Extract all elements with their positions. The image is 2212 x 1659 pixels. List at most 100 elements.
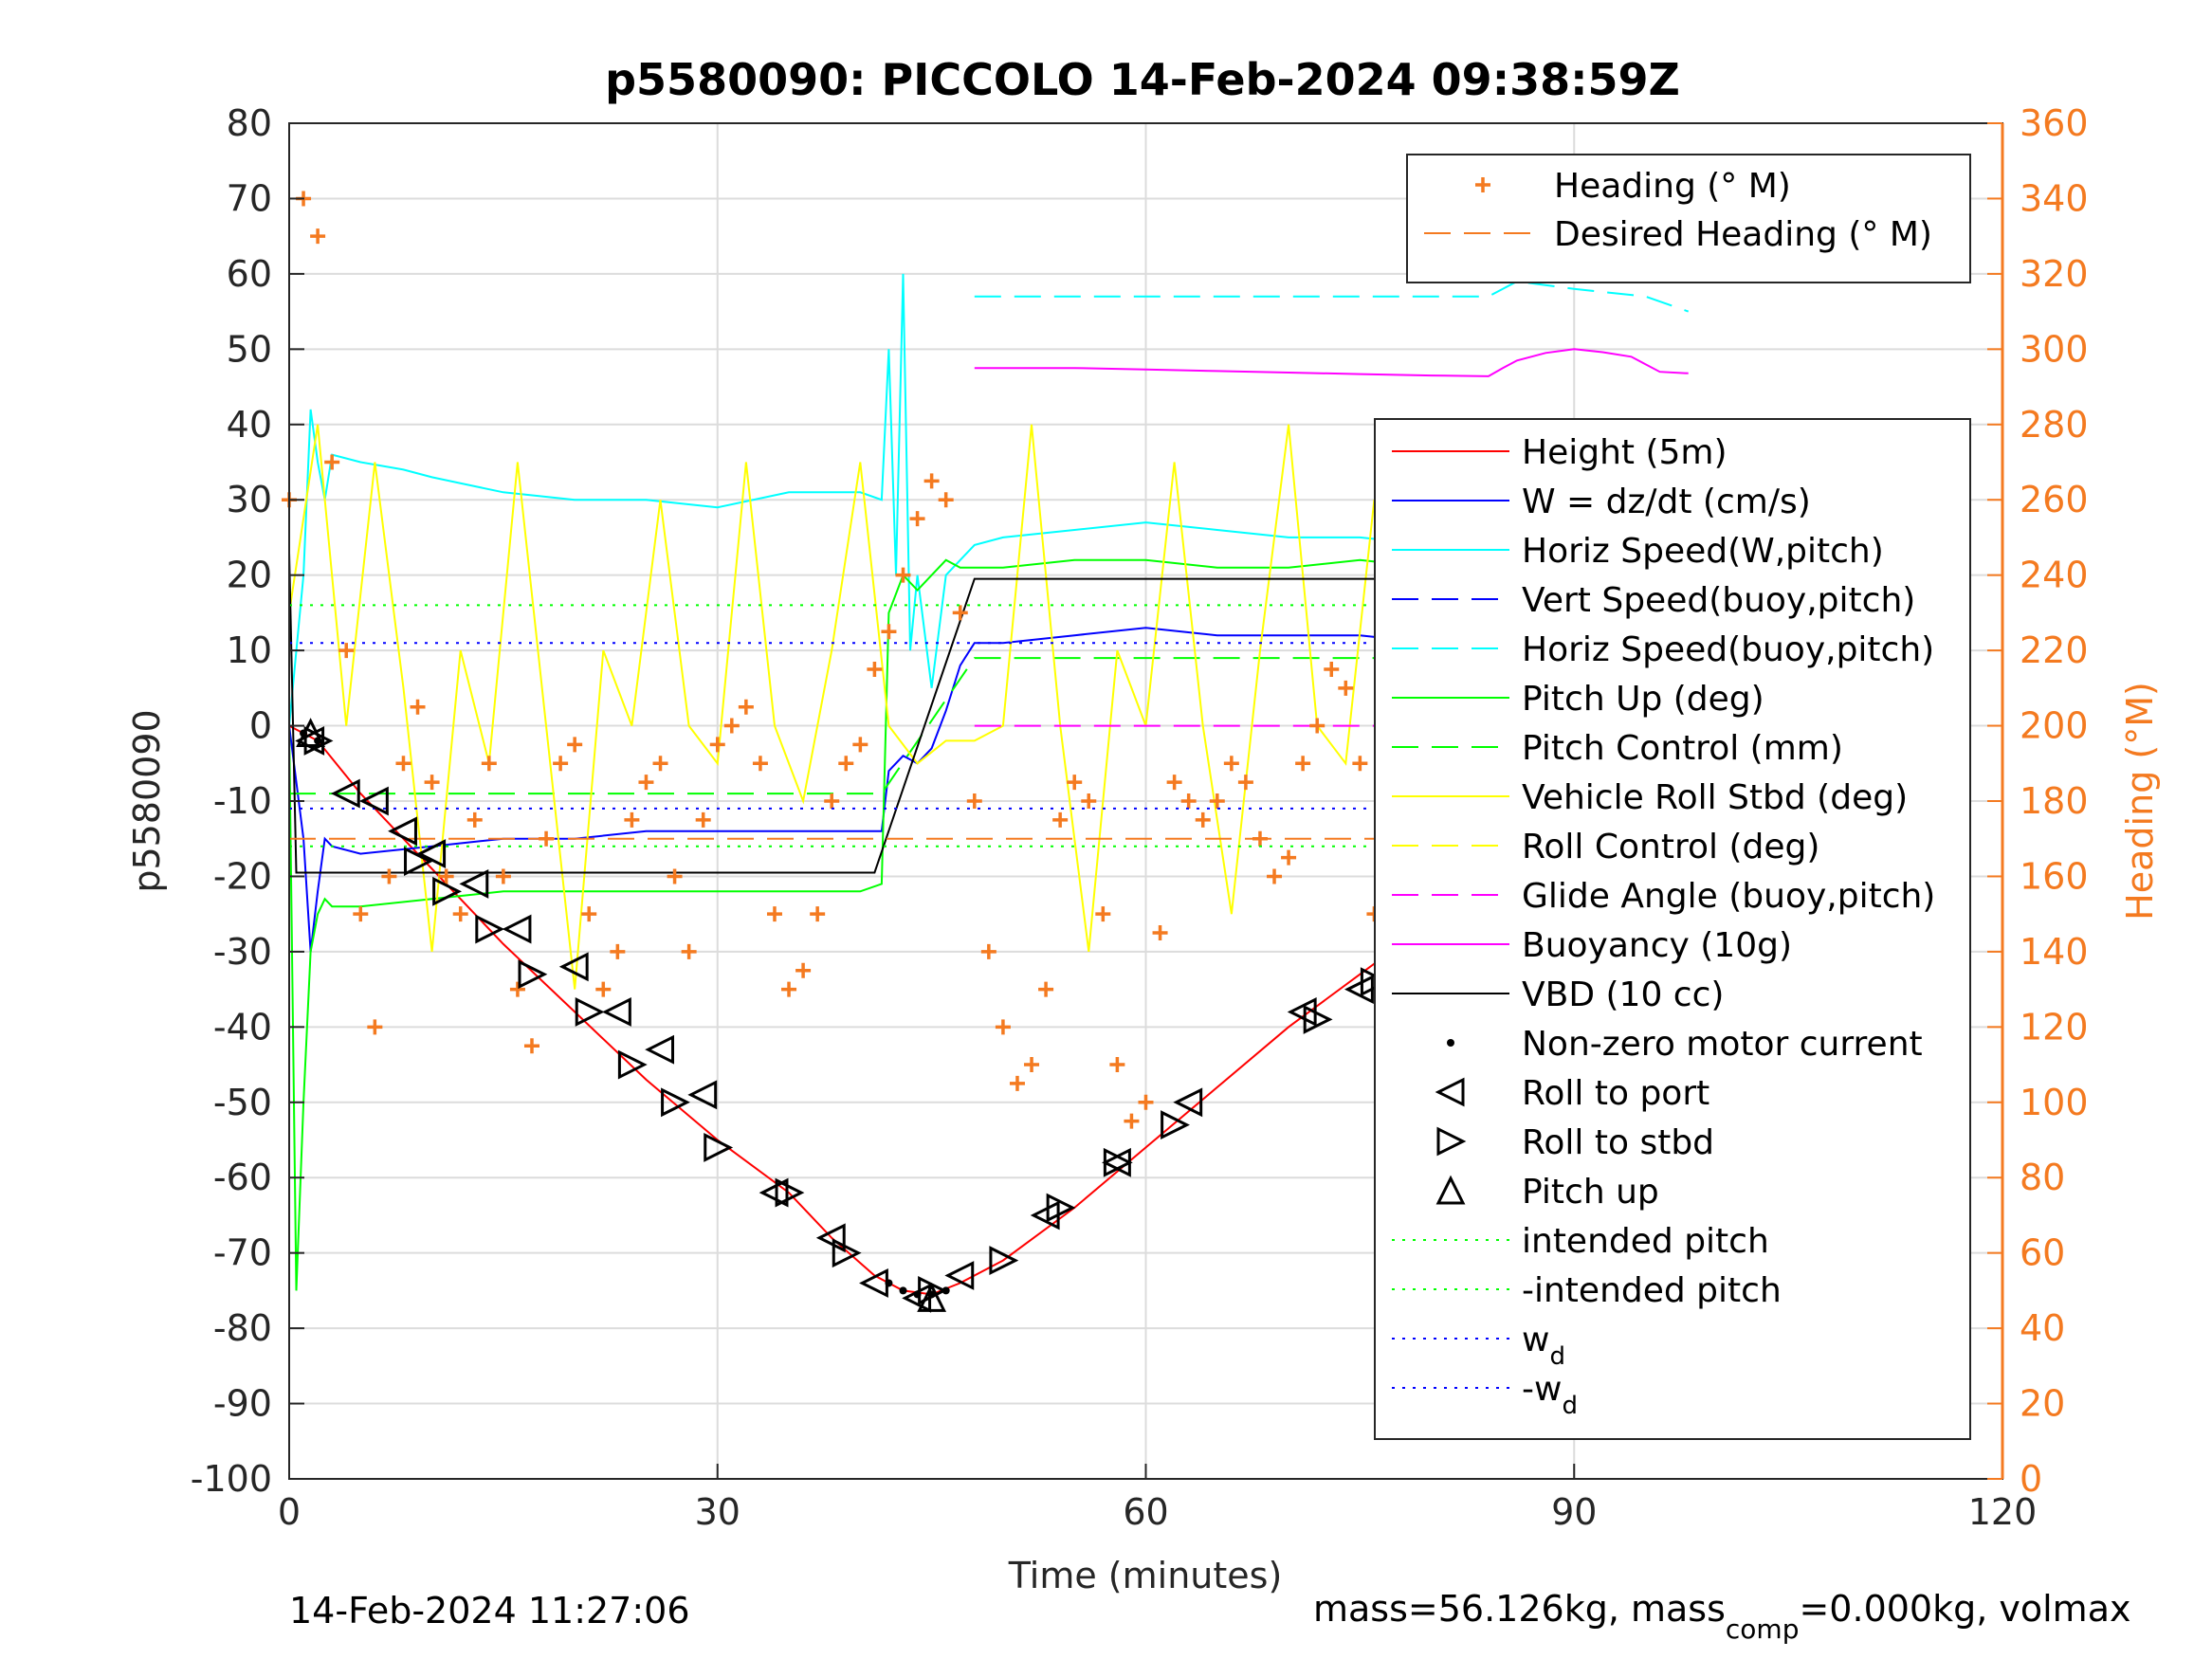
legend-label: W = dz/dt (cm/s): [1522, 483, 1811, 521]
roll-to-port-marker: [759, 1177, 789, 1208]
legend-label: Buoyancy (10g): [1522, 926, 1792, 965]
heading-point: [1352, 756, 1368, 772]
heading-point: [1109, 1057, 1125, 1073]
legend-label: intended pitch: [1522, 1222, 1769, 1261]
roll-to-stbd-marker: [518, 959, 548, 990]
heading-point: [1024, 1057, 1040, 1073]
heading-point: [795, 962, 812, 978]
y-tick-label: -70: [213, 1232, 272, 1274]
legend-label: Heading (° M): [1554, 167, 1791, 206]
y-tick-label: -90: [213, 1383, 272, 1425]
y-axis: -100-90-80-70-60-50-40-30-20-10010203040…: [191, 102, 304, 1500]
legend-entry: Pitch Up (deg): [1392, 680, 1764, 719]
heading-point: [1095, 906, 1111, 922]
y2-tick-label: 60: [2020, 1232, 2065, 1274]
y2-tick-label: 160: [2020, 855, 2089, 897]
heading-point: [509, 981, 525, 997]
heading-point: [867, 661, 883, 677]
roll-to-port-marker: [645, 1034, 675, 1065]
heading-point: [595, 981, 612, 997]
x-tick-label: 0: [278, 1491, 301, 1533]
legend-label: Height (5m): [1522, 433, 1728, 472]
motor-current-point: [885, 1279, 893, 1287]
heading-point: [410, 699, 426, 715]
heading-point: [781, 981, 797, 997]
heading-point: [652, 756, 668, 772]
heading-point: [638, 775, 654, 791]
heading-point: [1209, 793, 1225, 809]
y-tick-label: -10: [213, 780, 272, 822]
roll-to-stbd-marker: [475, 914, 505, 944]
heading-point: [1309, 718, 1325, 734]
y-tick-label: -40: [213, 1006, 272, 1048]
y2-tick-label: 240: [2020, 555, 2089, 596]
roll-to-stbd-marker: [432, 876, 462, 906]
heading-point: [1180, 793, 1197, 809]
heading-point: [966, 793, 982, 809]
heading-point: [738, 699, 754, 715]
roll-to-stbd-marker: [989, 1246, 1019, 1276]
heading-point: [1281, 849, 1297, 866]
legend-label: Horiz Speed(W,pitch): [1522, 532, 1884, 571]
legend-entry: Glide Angle (buoy,pitch): [1392, 877, 1935, 916]
y-tick-label: -80: [213, 1307, 272, 1349]
y-tick-label: -60: [213, 1157, 272, 1198]
legend-entry: Heading (° M): [1475, 167, 1791, 206]
roll-to-stbd-marker: [1046, 1193, 1076, 1223]
heading-point: [938, 492, 954, 508]
x-tick-label: 120: [1968, 1491, 2038, 1533]
legend-swatch: [1435, 1077, 1465, 1107]
legend-label: Vehicle Roll Stbd (deg): [1522, 778, 1908, 817]
roll-to-stbd-marker: [1303, 1004, 1333, 1034]
chart-title: p5580090: PICCOLO 14-Feb-2024 09:38:59Z: [605, 54, 1680, 105]
heading-point: [553, 756, 569, 772]
legend-box: [1406, 154, 1971, 283]
roll-to-port-marker: [815, 1223, 846, 1253]
heading-point: [1152, 925, 1168, 941]
y2-tick-label: 200: [2020, 705, 2089, 747]
x-tick-label: 60: [1123, 1491, 1168, 1533]
roll-to-stbd-marker: [404, 847, 433, 876]
roll-to-port-marker: [388, 816, 417, 847]
roll-to-port-marker: [358, 786, 389, 816]
heading-point: [1166, 775, 1182, 791]
heading-point: [723, 718, 740, 734]
heading-point: [581, 906, 597, 922]
roll-to-port-marker: [558, 952, 589, 982]
heading-point: [353, 906, 369, 922]
legend-main: Height (5m) W = dz/dt (cm/s) Horiz Speed(W…: [1374, 418, 1971, 1440]
y-tick-label: 30: [227, 479, 272, 520]
legend-label-sub: d: [1549, 1342, 1565, 1371]
y-tick-label: -20: [213, 855, 272, 897]
footer-timestamp: 14-Feb-2024 11:27:06: [289, 1590, 690, 1632]
legend-entry: W = dz/dt (cm/s): [1392, 483, 1811, 521]
heading-point: [852, 737, 868, 753]
heading-point: [838, 756, 854, 772]
legend-label: Pitch Up (deg): [1522, 680, 1764, 719]
heading-point: [766, 906, 782, 922]
heading-point: [395, 756, 411, 772]
legend-entry: Desired Heading (° M): [1424, 215, 1932, 254]
legend-entry: Horiz Speed(W,pitch): [1392, 532, 1884, 571]
heading-point: [1067, 775, 1083, 791]
legend-swatch: [1475, 177, 1490, 192]
roll-to-stbd-marker: [617, 1049, 648, 1080]
heading-point: [923, 473, 940, 489]
y2-tick-label: 340: [2020, 177, 2089, 219]
motor-current-point: [899, 1286, 907, 1295]
legend-entry: Vert Speed(buoy,pitch): [1392, 581, 1915, 620]
heading-point: [624, 811, 640, 828]
y2-tick-label: 260: [2020, 479, 2089, 520]
heading-point: [452, 906, 468, 922]
roll-to-port-marker: [1173, 1087, 1203, 1118]
heading-point: [667, 868, 683, 884]
legend-label: VBD (10 cc): [1522, 975, 1724, 1014]
heading-point: [824, 793, 840, 809]
series-horiz-speed-w-pitch: [288, 273, 1689, 726]
legend-entry: intended pitch: [1392, 1222, 1769, 1261]
pitch-up-marker: [917, 1282, 947, 1312]
y-tick-label: 80: [227, 102, 272, 144]
heading-point: [1138, 1094, 1154, 1110]
legend-entry: VBD (10 cc): [1392, 975, 1724, 1014]
